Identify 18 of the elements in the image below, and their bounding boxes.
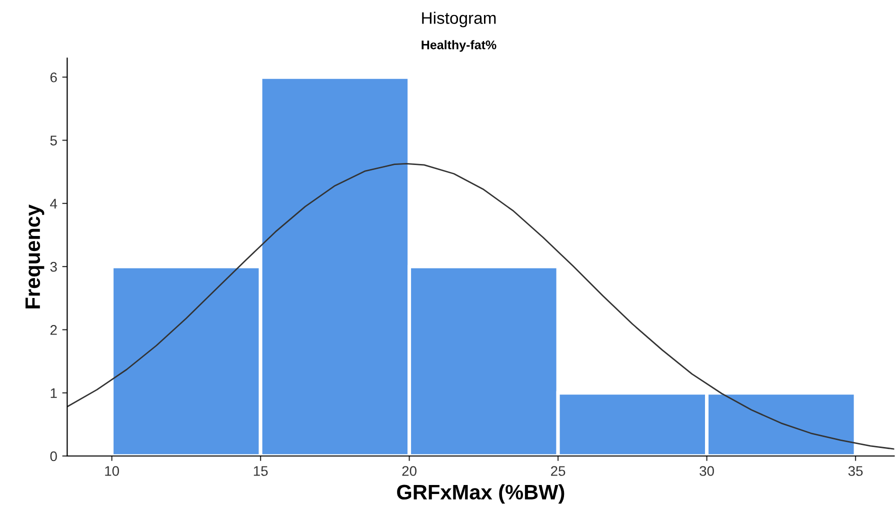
x-axis-title: GRFxMax (%BW) [397, 484, 564, 504]
line-series [67, 162, 894, 450]
x-tick-label: 25 [551, 466, 566, 476]
x-tick-label: 20 [402, 466, 416, 476]
y-tick-label: 4 [50, 198, 58, 208]
y-tick-label: 3 [50, 262, 57, 272]
y-tick-label: 6 [50, 72, 57, 82]
chart-subtitle: Healthy-fat% [422, 40, 496, 52]
y-tick-label: 0 [50, 451, 57, 462]
y-tick-label: 2 [50, 325, 57, 335]
x-tick-label: 35 [848, 466, 863, 476]
x-tick-label: 30 [700, 466, 714, 476]
y-tick-label: 5 [50, 136, 57, 146]
chart-title: Histogram [422, 12, 496, 28]
y-axis-title: Frequency [26, 204, 44, 308]
x-tick-label: 15 [254, 466, 268, 476]
y-tick-label: 1 [50, 388, 57, 398]
x-tick-label: 10 [105, 466, 120, 476]
